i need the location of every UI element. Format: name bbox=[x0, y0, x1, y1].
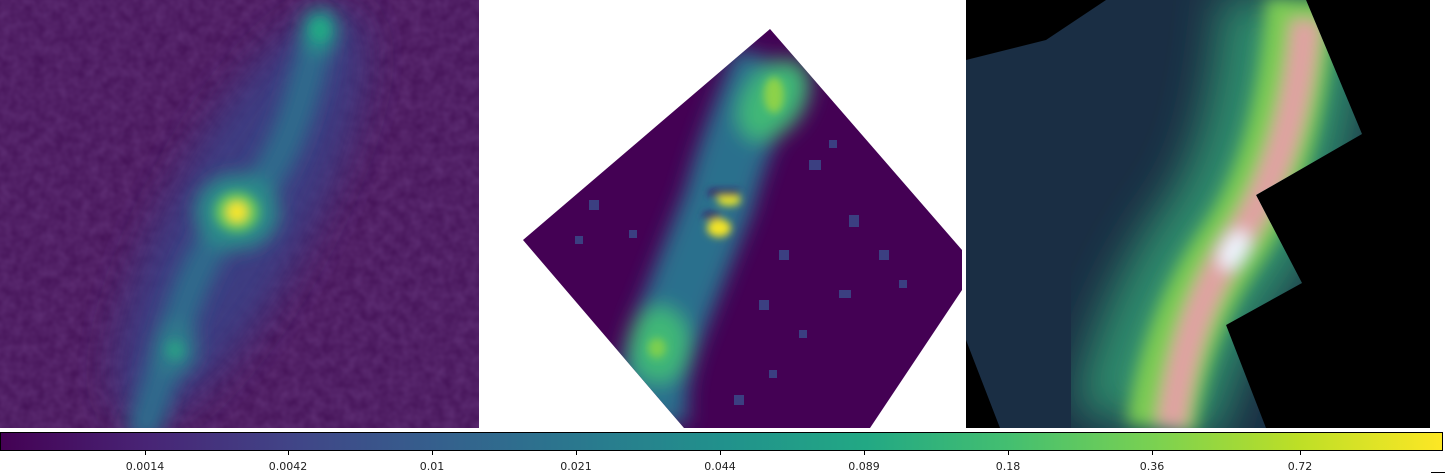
colorbar-tick-label: 0.36 bbox=[1139, 460, 1165, 473]
colorbar-tick bbox=[145, 451, 146, 455]
colorbar-tick-label: 0.72 bbox=[1287, 460, 1313, 473]
right-galaxy-image bbox=[966, 0, 1430, 428]
colorbar-tick bbox=[576, 451, 577, 455]
left-emission-map bbox=[0, 0, 479, 428]
colorbar-tick bbox=[720, 451, 721, 455]
middle-rotated-map bbox=[523, 29, 962, 428]
colorbar-tick-label: 0.18 bbox=[995, 460, 1021, 473]
colorbar bbox=[0, 432, 1443, 451]
colorbar-tick bbox=[432, 451, 433, 455]
colorbar-tick bbox=[1152, 451, 1153, 455]
colorbar-tick-label: 0.021 bbox=[560, 460, 592, 473]
colorbar-tick-label: 0.089 bbox=[848, 460, 880, 473]
colorbar-tick bbox=[288, 451, 289, 455]
colorbar-tick bbox=[1300, 451, 1301, 455]
colorbar-tick-label: 0.0014 bbox=[125, 460, 165, 473]
colorbar-tick-label: 0.044 bbox=[704, 460, 736, 473]
colorbar-tick bbox=[864, 451, 865, 455]
right-image-panel bbox=[966, 0, 1430, 428]
middle-image-panel bbox=[479, 0, 966, 428]
colorbar-tick bbox=[1008, 451, 1009, 455]
colorbar-tick-label: 0.0042 bbox=[268, 460, 308, 473]
colorbar-tick-label: 0.01 bbox=[419, 460, 445, 473]
left-image-panel bbox=[0, 0, 479, 428]
corner-mark bbox=[1431, 472, 1445, 473]
